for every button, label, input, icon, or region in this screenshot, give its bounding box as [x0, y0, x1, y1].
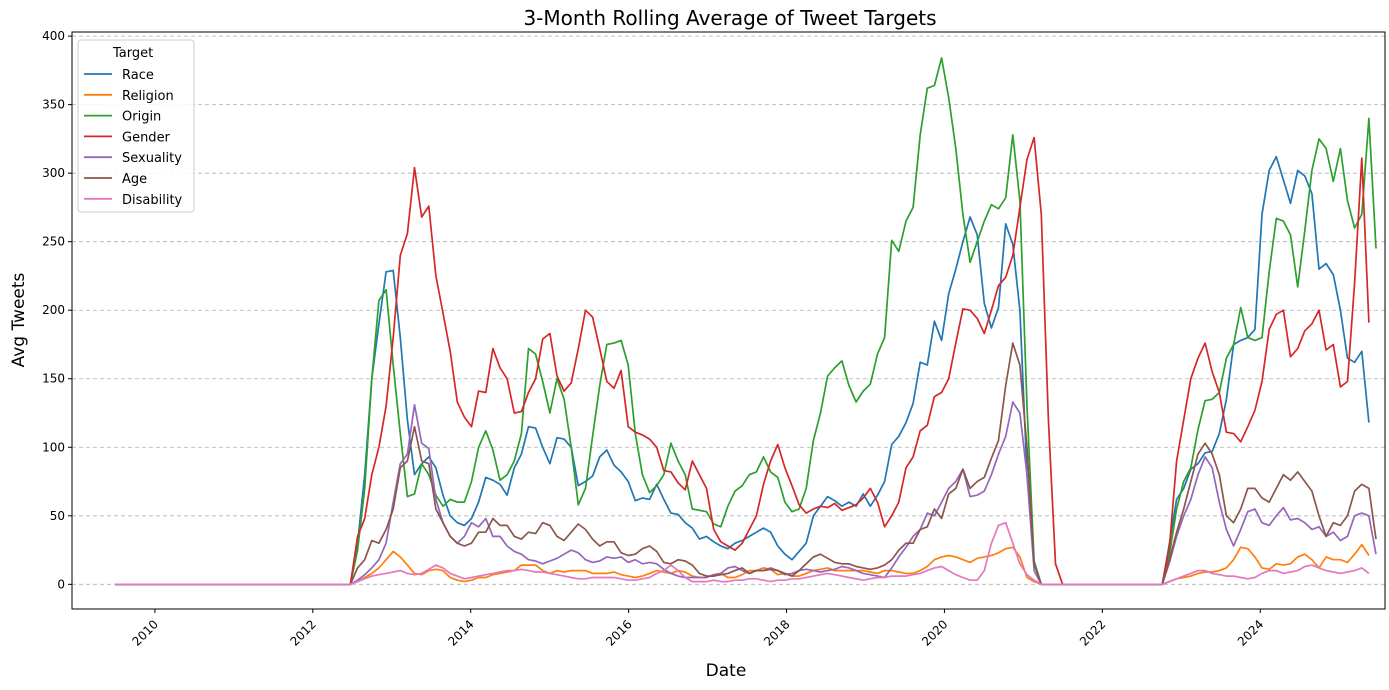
y-axis-title: Avg Tweets — [9, 272, 29, 367]
legend-label: Disability — [122, 193, 183, 208]
series-lines — [115, 57, 1377, 586]
legend-label: Religion — [122, 89, 174, 104]
legend: Target Race Religion Origin Gender Sexuality A… — [77, 39, 195, 213]
legend-label: Race — [122, 68, 154, 83]
series-line-age — [115, 342, 1377, 586]
chart-title: 3-Month Rolling Average of Tweet Targets — [523, 6, 936, 30]
x-axis-title: Date — [706, 661, 747, 681]
y-tick-label: 400 — [42, 29, 65, 43]
gridlines — [72, 35, 1385, 585]
legend-label: Age — [122, 172, 147, 187]
legend-box — [77, 39, 195, 213]
legend-label: Origin — [122, 110, 161, 125]
legend-label: Gender — [122, 130, 171, 145]
series-line-race — [115, 155, 1370, 586]
y-tick-label: 350 — [42, 98, 65, 112]
y-tick-label: 0 — [57, 577, 65, 591]
legend-title: Target — [112, 46, 153, 61]
series-line-disability — [115, 521, 1370, 586]
y-tick-label: 250 — [42, 235, 65, 249]
series-line-sexuality — [115, 401, 1377, 586]
y-tick-label: 150 — [42, 372, 65, 386]
y-axis-ticks: 0 50 100 150 200 250 300 350 400 — [42, 29, 72, 591]
y-tick-label: 300 — [42, 166, 65, 180]
y-tick-label: 100 — [42, 440, 65, 454]
series-line-origin — [115, 57, 1377, 586]
plot-frame — [71, 31, 1386, 610]
y-tick-label: 50 — [50, 509, 65, 523]
series-line-gender — [115, 136, 1370, 586]
y-tick-label: 200 — [42, 303, 65, 317]
legend-label: Sexuality — [122, 151, 182, 166]
